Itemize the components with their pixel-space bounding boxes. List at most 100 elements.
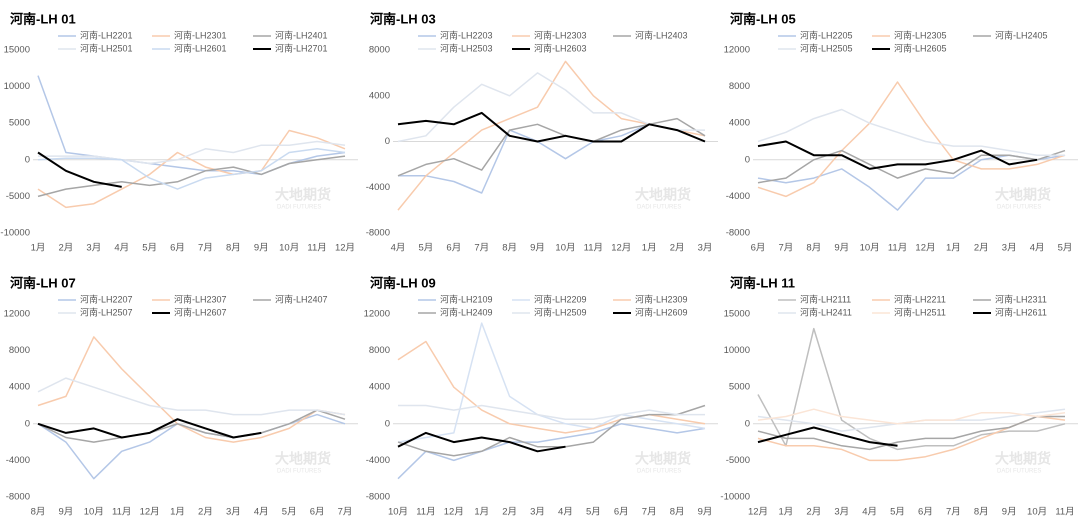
x-tick-label: 4月 xyxy=(391,243,406,254)
y-tick-label: 5000 xyxy=(729,382,750,393)
legend-label: 河南-LH2305 xyxy=(894,29,947,40)
y-tick-label: 10000 xyxy=(4,81,30,92)
legend-label: 河南-LH2301 xyxy=(174,29,227,40)
legend-label: 河南-LH2309 xyxy=(635,293,688,304)
x-tick-label: 4月 xyxy=(862,507,877,518)
watermark-en: DADI FUTURES xyxy=(997,205,1041,211)
y-tick-label: 0 xyxy=(385,418,390,429)
y-tick-label: -5000 xyxy=(726,455,750,466)
y-tick-label: 8000 xyxy=(369,45,390,56)
legend-label: 河南-LH2111 xyxy=(800,293,851,304)
x-tick-label: 9月 xyxy=(254,243,269,254)
series-line xyxy=(37,409,346,443)
series-line xyxy=(757,108,1065,156)
y-tick-label: 0 xyxy=(745,418,750,429)
y-tick-label: 12000 xyxy=(4,309,30,320)
series-line xyxy=(398,404,705,420)
series-line xyxy=(37,377,346,416)
series-line xyxy=(37,151,122,188)
x-tick-label: 1月 xyxy=(779,507,794,518)
x-tick-label: 9月 xyxy=(834,243,849,254)
watermark: 大地期货 xyxy=(635,451,691,467)
x-tick-label: 2月 xyxy=(502,507,517,518)
x-tick-label: 1月 xyxy=(946,243,961,254)
y-tick-label: 10000 xyxy=(724,345,750,356)
series-line xyxy=(38,140,346,165)
series-line xyxy=(37,148,346,190)
x-tick-label: 8月 xyxy=(806,243,821,254)
legend-label: 河南-LH2405 xyxy=(995,29,1048,40)
y-tick-label: 4000 xyxy=(9,382,30,393)
x-tick-label: 1月 xyxy=(642,243,657,254)
chart-title: 河南-LH 09 xyxy=(370,275,436,290)
y-tick-label: 5000 xyxy=(9,118,30,129)
chart-title: 河南-LH 11 xyxy=(730,275,795,290)
legend-label: 河南-LH2403 xyxy=(635,29,688,40)
series-line xyxy=(397,340,706,434)
x-tick-label: 6月 xyxy=(310,507,325,518)
y-tick-label: -8000 xyxy=(366,228,390,239)
watermark: 大地期货 xyxy=(995,451,1051,467)
series-line xyxy=(37,129,346,209)
legend-label: 河南-LH2207 xyxy=(80,293,133,304)
x-tick-label: 4月 xyxy=(114,243,129,254)
x-tick-label: 7月 xyxy=(338,507,353,518)
x-tick-label: 7月 xyxy=(946,507,961,518)
series-line xyxy=(757,140,1038,170)
x-tick-label: 2月 xyxy=(59,243,74,254)
x-tick-label: 10月 xyxy=(279,243,299,254)
x-tick-label: 11月 xyxy=(584,243,603,254)
series-line xyxy=(397,423,706,480)
series-line xyxy=(397,431,566,453)
legend-label: 河南-LH2209 xyxy=(534,293,587,304)
x-tick-label: 5月 xyxy=(890,507,905,518)
y-tick-label: -4000 xyxy=(726,191,750,202)
legend-label: 河南-LH2407 xyxy=(275,293,328,304)
x-tick-label: 1月 xyxy=(170,507,185,518)
x-tick-label: 10月 xyxy=(555,243,575,254)
x-tick-label: 11月 xyxy=(888,243,907,254)
series-line xyxy=(37,418,262,439)
legend-label: 河南-LH2201 xyxy=(80,29,133,40)
x-tick-label: 11月 xyxy=(1055,507,1074,518)
legend-label: 河南-LH2511 xyxy=(894,306,946,317)
x-tick-label: 9月 xyxy=(530,243,545,254)
x-tick-label: 9月 xyxy=(1002,507,1017,518)
x-tick-label: 1月 xyxy=(31,243,46,254)
legend-label: 河南-LH2205 xyxy=(800,29,853,40)
y-tick-label: -10000 xyxy=(720,492,750,503)
y-tick-label: 12000 xyxy=(724,45,750,56)
x-tick-label: 8月 xyxy=(974,507,989,518)
chart-title: 河南-LH 07 xyxy=(10,275,76,290)
legend-label: 河南-LH2307 xyxy=(174,293,227,304)
watermark-en: DADI FUTURES xyxy=(277,469,321,475)
legend-label: 河南-LH2601 xyxy=(174,42,227,53)
x-tick-label: 7月 xyxy=(198,243,213,254)
x-tick-label: 12月 xyxy=(140,507,160,518)
x-tick-label: 4月 xyxy=(558,507,573,518)
x-tick-label: 12月 xyxy=(444,507,464,518)
x-tick-label: 3月 xyxy=(698,243,713,254)
x-tick-label: 7月 xyxy=(474,243,489,254)
y-tick-label: -8000 xyxy=(6,492,30,503)
legend-label: 河南-LH2211 xyxy=(894,293,946,304)
x-tick-label: 3月 xyxy=(1002,243,1017,254)
legend-label: 河南-LH2609 xyxy=(635,306,688,317)
x-tick-label: 10月 xyxy=(388,507,408,518)
x-tick-label: 9月 xyxy=(698,507,713,518)
legend-label: 河南-LH2501 xyxy=(80,42,133,53)
series-line xyxy=(37,155,346,198)
x-tick-label: 5月 xyxy=(419,243,434,254)
y-tick-label: 0 xyxy=(25,154,30,165)
x-tick-label: 4月 xyxy=(254,507,269,518)
y-tick-label: -10000 xyxy=(0,228,30,239)
x-tick-label: 5月 xyxy=(142,243,157,254)
legend-label: 河南-LH2401 xyxy=(275,29,328,40)
y-tick-label: 4000 xyxy=(729,118,750,129)
x-tick-label: 3月 xyxy=(834,507,849,518)
legend-label: 河南-LH2505 xyxy=(800,42,853,53)
x-tick-label: 8月 xyxy=(31,507,46,518)
x-tick-label: 4月 xyxy=(1030,243,1045,254)
legend-label: 河南-LH2411 xyxy=(800,306,852,317)
